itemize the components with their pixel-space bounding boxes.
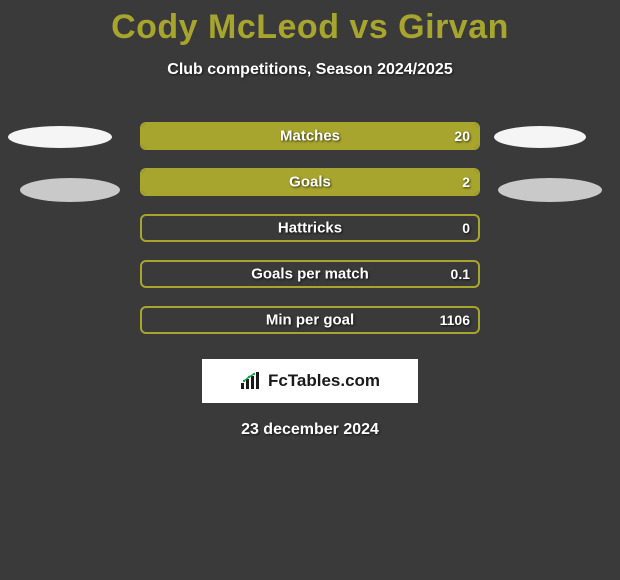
stat-bar-value: 0.1 <box>451 266 470 282</box>
decor-ellipse <box>494 126 586 148</box>
stat-row: Goals per match 0.1 <box>0 251 620 297</box>
stat-bar-label: Goals <box>289 174 331 191</box>
chart-icon <box>240 371 262 391</box>
stat-bar-value: 1106 <box>440 312 470 328</box>
decor-ellipse <box>8 126 112 148</box>
subtitle: Club competitions, Season 2024/2025 <box>0 61 620 79</box>
stat-bar-track: Min per goal 1106 <box>140 306 480 334</box>
stat-row: Min per goal 1106 <box>0 297 620 343</box>
stat-bar-label: Goals per match <box>251 266 369 283</box>
badge-text: FcTables.com <box>268 371 380 391</box>
decor-ellipse <box>498 178 602 202</box>
stat-bar-label: Hattricks <box>278 220 342 237</box>
stat-bar-track: Goals 2 <box>140 168 480 196</box>
stat-row: Hattricks 0 <box>0 205 620 251</box>
stat-bar-value: 0 <box>462 220 470 236</box>
decor-ellipse <box>20 178 120 202</box>
page-title: Cody McLeod vs Girvan <box>0 0 620 47</box>
site-badge[interactable]: FcTables.com <box>202 359 418 403</box>
stat-bar-track: Matches 20 <box>140 122 480 150</box>
stat-bar-label: Matches <box>280 128 340 145</box>
stat-bar-track: Hattricks 0 <box>140 214 480 242</box>
stat-bar-value: 20 <box>454 128 470 144</box>
footer-date: 23 december 2024 <box>0 421 620 439</box>
stat-bar-track: Goals per match 0.1 <box>140 260 480 288</box>
stat-bar-value: 2 <box>462 174 470 190</box>
stat-bar-label: Min per goal <box>266 312 354 329</box>
